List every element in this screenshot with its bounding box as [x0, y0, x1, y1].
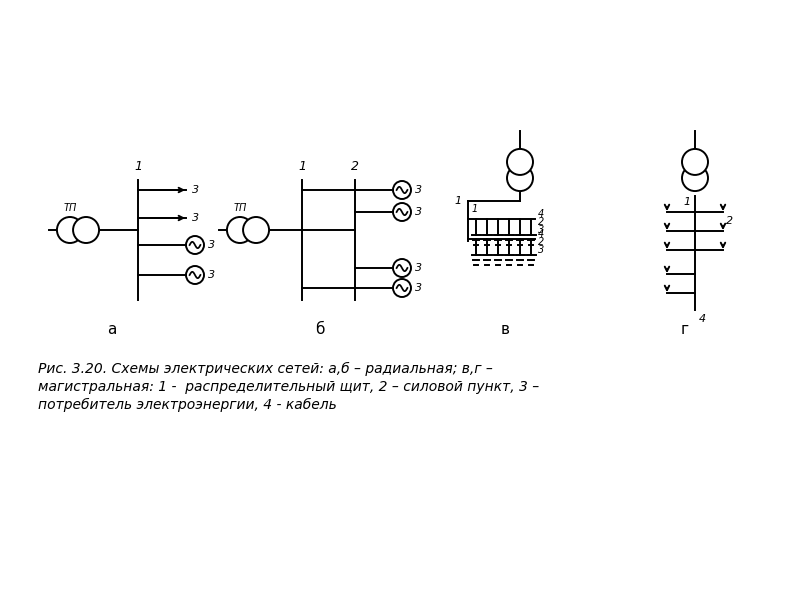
Text: 4: 4 [538, 229, 544, 239]
Text: 3: 3 [208, 270, 215, 280]
Text: 3: 3 [192, 185, 199, 195]
Text: 2: 2 [726, 216, 733, 226]
Text: 3: 3 [415, 207, 422, 217]
Text: 3: 3 [538, 225, 544, 235]
Circle shape [73, 217, 99, 243]
Text: 2: 2 [538, 217, 544, 227]
Text: потребитель электроэнергии, 4 - кабель: потребитель электроэнергии, 4 - кабель [38, 398, 337, 412]
Text: ТП: ТП [63, 203, 77, 213]
Text: г: г [681, 322, 689, 337]
Text: 3: 3 [208, 240, 215, 250]
Text: 2: 2 [351, 160, 359, 173]
Circle shape [393, 181, 411, 199]
Circle shape [186, 236, 204, 254]
Text: 1: 1 [298, 160, 306, 173]
Text: Рис. 3.20. Схемы электрических сетей: а,б – радиальная; в,г –: Рис. 3.20. Схемы электрических сетей: а,… [38, 362, 493, 376]
Text: 1: 1 [455, 196, 462, 206]
Circle shape [186, 266, 204, 284]
Circle shape [682, 149, 708, 175]
Text: 3: 3 [192, 213, 199, 223]
Text: 3: 3 [415, 263, 422, 273]
Text: 2: 2 [538, 237, 544, 247]
Circle shape [507, 149, 533, 175]
Circle shape [393, 203, 411, 221]
Text: 3: 3 [415, 185, 422, 195]
Circle shape [682, 165, 708, 191]
Text: магистральная: 1 -  распределительный щит, 2 – силовой пункт, 3 –: магистральная: 1 - распределительный щит… [38, 380, 539, 394]
Text: 4: 4 [699, 314, 706, 324]
Text: 1: 1 [472, 204, 478, 214]
Text: 1: 1 [134, 160, 142, 173]
Text: б: б [315, 322, 325, 337]
Circle shape [507, 165, 533, 191]
Text: в: в [501, 322, 510, 337]
Text: ТП: ТП [234, 203, 246, 213]
Circle shape [57, 217, 83, 243]
Text: а: а [107, 322, 117, 337]
Text: 1: 1 [684, 197, 691, 207]
Text: 3: 3 [538, 245, 544, 255]
Circle shape [393, 259, 411, 277]
Text: 4: 4 [538, 209, 544, 219]
Circle shape [227, 217, 253, 243]
Circle shape [393, 279, 411, 297]
Circle shape [243, 217, 269, 243]
Text: 3: 3 [415, 283, 422, 293]
